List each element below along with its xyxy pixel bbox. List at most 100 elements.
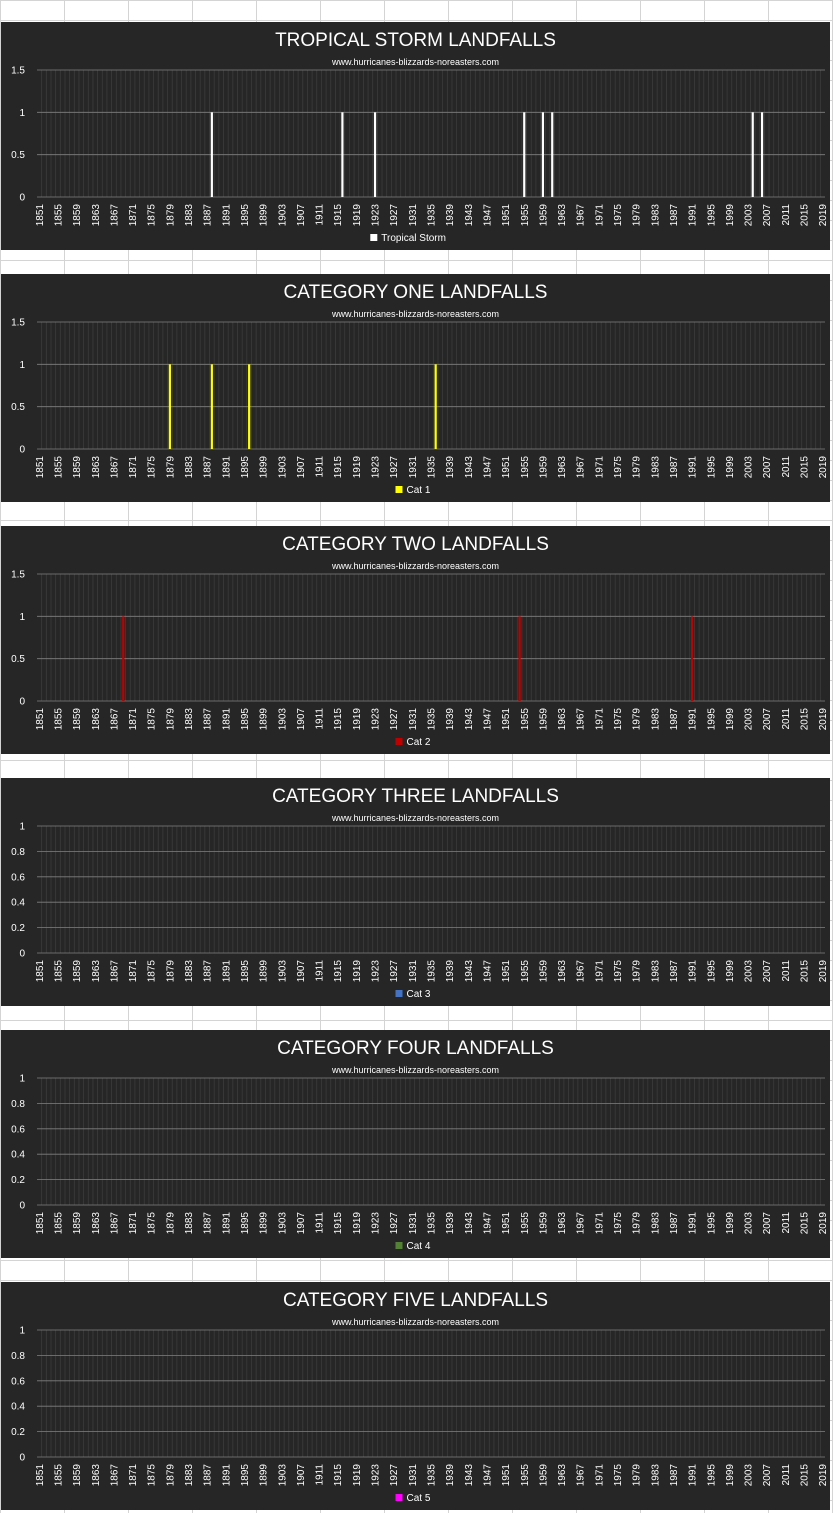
- legend-swatch: [395, 1242, 403, 1249]
- chart-panel[interactable]: CATEGORY FOUR LANDFALLS www.hurricanes-bl…: [1, 1030, 830, 1258]
- x-tick-label: 1995: [706, 708, 717, 731]
- x-tick-label: 1963: [557, 204, 568, 227]
- x-tick-label: 1919: [352, 204, 363, 227]
- x-tick-label: 1943: [464, 708, 475, 731]
- x-tick-label: 1911: [315, 456, 326, 478]
- x-tick-label: 1879: [165, 1212, 176, 1235]
- chart-panel[interactable]: CATEGORY TWO LANDFALLS www.hurricanes-bli…: [1, 526, 830, 754]
- x-tick-label: 2003: [744, 456, 755, 479]
- x-tick-label: 1899: [259, 708, 270, 731]
- x-tick-label: 1895: [240, 1212, 251, 1235]
- x-tick-label: 1935: [427, 960, 438, 983]
- x-tick-label: 1887: [203, 204, 214, 227]
- x-tick-label: 1911: [315, 204, 326, 226]
- x-tick-label: 1863: [91, 708, 102, 731]
- x-tick-label: 1919: [352, 1464, 363, 1487]
- y-tick-label: 0.6: [11, 1376, 25, 1387]
- x-tick-label: 1971: [594, 456, 605, 479]
- y-tick-label: 0.2: [11, 923, 25, 934]
- x-tick-label: 1995: [706, 960, 717, 983]
- x-tick-label: 1955: [520, 1212, 531, 1235]
- x-tick-label: 1991: [688, 1464, 699, 1487]
- x-tick-label: 1935: [427, 708, 438, 731]
- x-tick-label: 2019: [818, 960, 829, 983]
- x-tick-label: 1931: [408, 1464, 419, 1487]
- x-tick-label: 1947: [482, 1212, 493, 1235]
- x-tick-label: 1943: [464, 456, 475, 479]
- x-tick-label: 1967: [576, 1212, 587, 1235]
- x-tick-label: 1915: [333, 204, 344, 227]
- legend-label: Cat 2: [407, 737, 431, 748]
- x-tick-label: 2007: [762, 708, 773, 731]
- x-tick-label: 2003: [744, 204, 755, 227]
- bar-1954: [518, 616, 521, 701]
- x-tick-label: 1955: [520, 456, 531, 479]
- x-tick-label: 1983: [650, 1464, 661, 1487]
- legend-swatch: [395, 486, 403, 493]
- x-tick-label: 2003: [744, 1212, 755, 1235]
- x-tick-label: 1923: [371, 1464, 382, 1487]
- legend-swatch: [370, 234, 378, 241]
- x-tick-label: 1911: [315, 708, 326, 730]
- x-tick-label: 1895: [240, 1464, 251, 1487]
- x-tick-label: 1987: [669, 1212, 680, 1235]
- x-tick-label: 1919: [352, 456, 363, 479]
- x-tick-label: 1875: [147, 1212, 158, 1235]
- chart-panel[interactable]: CATEGORY ONE LANDFALLS www.hurricanes-bli…: [1, 274, 830, 502]
- y-tick-label: 0.2: [11, 1427, 25, 1438]
- x-tick-label: 1967: [576, 960, 587, 983]
- x-tick-label: 1931: [408, 456, 419, 479]
- x-tick-label: 1999: [725, 204, 736, 227]
- x-tick-label: 1927: [389, 204, 400, 227]
- x-tick-label: 1983: [650, 456, 661, 479]
- x-tick-label: 1899: [259, 1464, 270, 1487]
- x-tick-label: 1871: [128, 1212, 139, 1235]
- y-tick-label: 0.8: [11, 1099, 25, 1110]
- x-tick-label: 1999: [725, 960, 736, 983]
- x-tick-label: 1995: [706, 1464, 717, 1487]
- x-tick-label: 1975: [613, 204, 624, 227]
- x-tick-label: 1927: [389, 456, 400, 479]
- x-tick-label: 1935: [427, 1464, 438, 1487]
- chart-svg: CATEGORY FIVE LANDFALLS www.hurricanes-bl…: [11, 1290, 829, 1504]
- y-tick-label: 0.8: [11, 847, 25, 858]
- x-tick-label: 1863: [91, 204, 102, 227]
- x-tick-label: 1991: [688, 456, 699, 479]
- x-tick-label: 2007: [762, 1464, 773, 1487]
- chart-panel[interactable]: TROPICAL STORM LANDFALLS www.hurricanes-b…: [1, 22, 830, 250]
- x-tick-label: 1983: [650, 708, 661, 731]
- x-tick-label: 1855: [53, 1212, 64, 1235]
- x-tick-label: 1963: [557, 1212, 568, 1235]
- bar-1961: [551, 112, 554, 197]
- x-tick-label: 1979: [632, 204, 643, 227]
- x-tick-label: 1859: [72, 204, 83, 227]
- x-tick-label: 1951: [501, 204, 512, 227]
- y-tick-label: 0.5: [11, 150, 25, 161]
- y-tick-label: 0: [19, 949, 25, 960]
- x-tick-label: 1855: [53, 456, 64, 479]
- x-tick-label: 1891: [221, 1464, 232, 1487]
- x-tick-label: 1959: [538, 204, 549, 227]
- x-tick-label: 1887: [203, 708, 214, 731]
- y-tick-label: 0.6: [11, 872, 25, 883]
- y-tick-label: 1: [19, 1326, 25, 1337]
- x-tick-label: 1915: [333, 708, 344, 731]
- x-tick-label: 1959: [538, 708, 549, 731]
- x-tick-label: 1963: [557, 456, 568, 479]
- x-tick-label: 1967: [576, 1464, 587, 1487]
- y-tick-label: 0.4: [11, 1402, 25, 1413]
- chart-panel[interactable]: CATEGORY THREE LANDFALLS www.hurricanes-b…: [1, 778, 830, 1006]
- chart-panel[interactable]: CATEGORY FIVE LANDFALLS www.hurricanes-bl…: [1, 1282, 830, 1510]
- x-tick-label: 1867: [109, 1464, 120, 1487]
- x-tick-label: 1923: [371, 960, 382, 983]
- x-tick-label: 1923: [371, 204, 382, 227]
- x-tick-label: 1935: [427, 1212, 438, 1235]
- bar-1923: [373, 112, 377, 197]
- x-tick-label: 1927: [389, 1212, 400, 1235]
- x-tick-label: 1951: [501, 1212, 512, 1235]
- x-tick-label: 1979: [632, 1212, 643, 1235]
- x-tick-label: 1983: [650, 1212, 661, 1235]
- x-tick-label: 1931: [408, 1212, 419, 1235]
- x-tick-label: 1915: [333, 456, 344, 479]
- x-tick-label: 1959: [538, 1464, 549, 1487]
